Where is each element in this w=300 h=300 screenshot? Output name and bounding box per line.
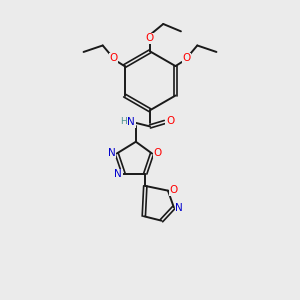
Text: N: N [114, 169, 122, 179]
Text: N: N [175, 203, 183, 213]
Text: O: O [182, 53, 190, 63]
Text: N: N [127, 117, 135, 127]
Text: N: N [108, 148, 115, 158]
Text: O: O [110, 53, 118, 63]
Text: O: O [166, 116, 174, 126]
Text: O: O [169, 185, 177, 195]
Text: H: H [120, 117, 127, 126]
Text: O: O [153, 148, 161, 158]
Text: O: O [146, 33, 154, 43]
